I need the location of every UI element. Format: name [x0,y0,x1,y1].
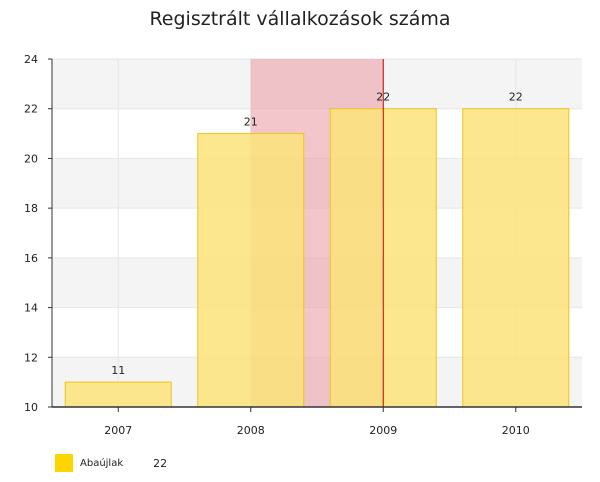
y-tick-label: 22 [24,103,38,116]
y-tick-label: 10 [24,401,38,414]
legend[interactable]: Abaújlak 22 [55,454,167,472]
legend-label: Abaújlak [80,457,124,469]
chart-title: Regisztrált vállalkozások száma [149,8,451,30]
axes: 10 12 14 16 18 20 22 24 2007 2008 2009 2010 [24,53,582,437]
y-tick-label: 20 [24,152,38,165]
x-tick-label-2008: 2008 [237,424,265,437]
y-tick-label: 14 [24,302,38,315]
data-label-2010: 22 [509,91,523,104]
data-label-2008: 21 [244,116,258,129]
y-tick-label: 16 [24,252,38,265]
legend-value: 22 [153,456,168,470]
y-tick-label: 24 [24,53,38,66]
x-tick-label-2009: 2009 [369,424,397,437]
bar-2010 [462,108,570,408]
data-label-2009: 22 [376,91,390,104]
legend-swatch [55,454,73,472]
y-tick-label: 18 [24,202,38,215]
data-label-2007: 11 [111,364,125,377]
bar-2008 [197,133,305,408]
x-tick-label-2010: 2010 [502,424,530,437]
bar-2007 [64,381,172,408]
x-tick-label-2007: 2007 [104,424,132,437]
data-labels: 11 21 22 22 [111,91,523,377]
y-tick-label: 12 [24,351,38,364]
